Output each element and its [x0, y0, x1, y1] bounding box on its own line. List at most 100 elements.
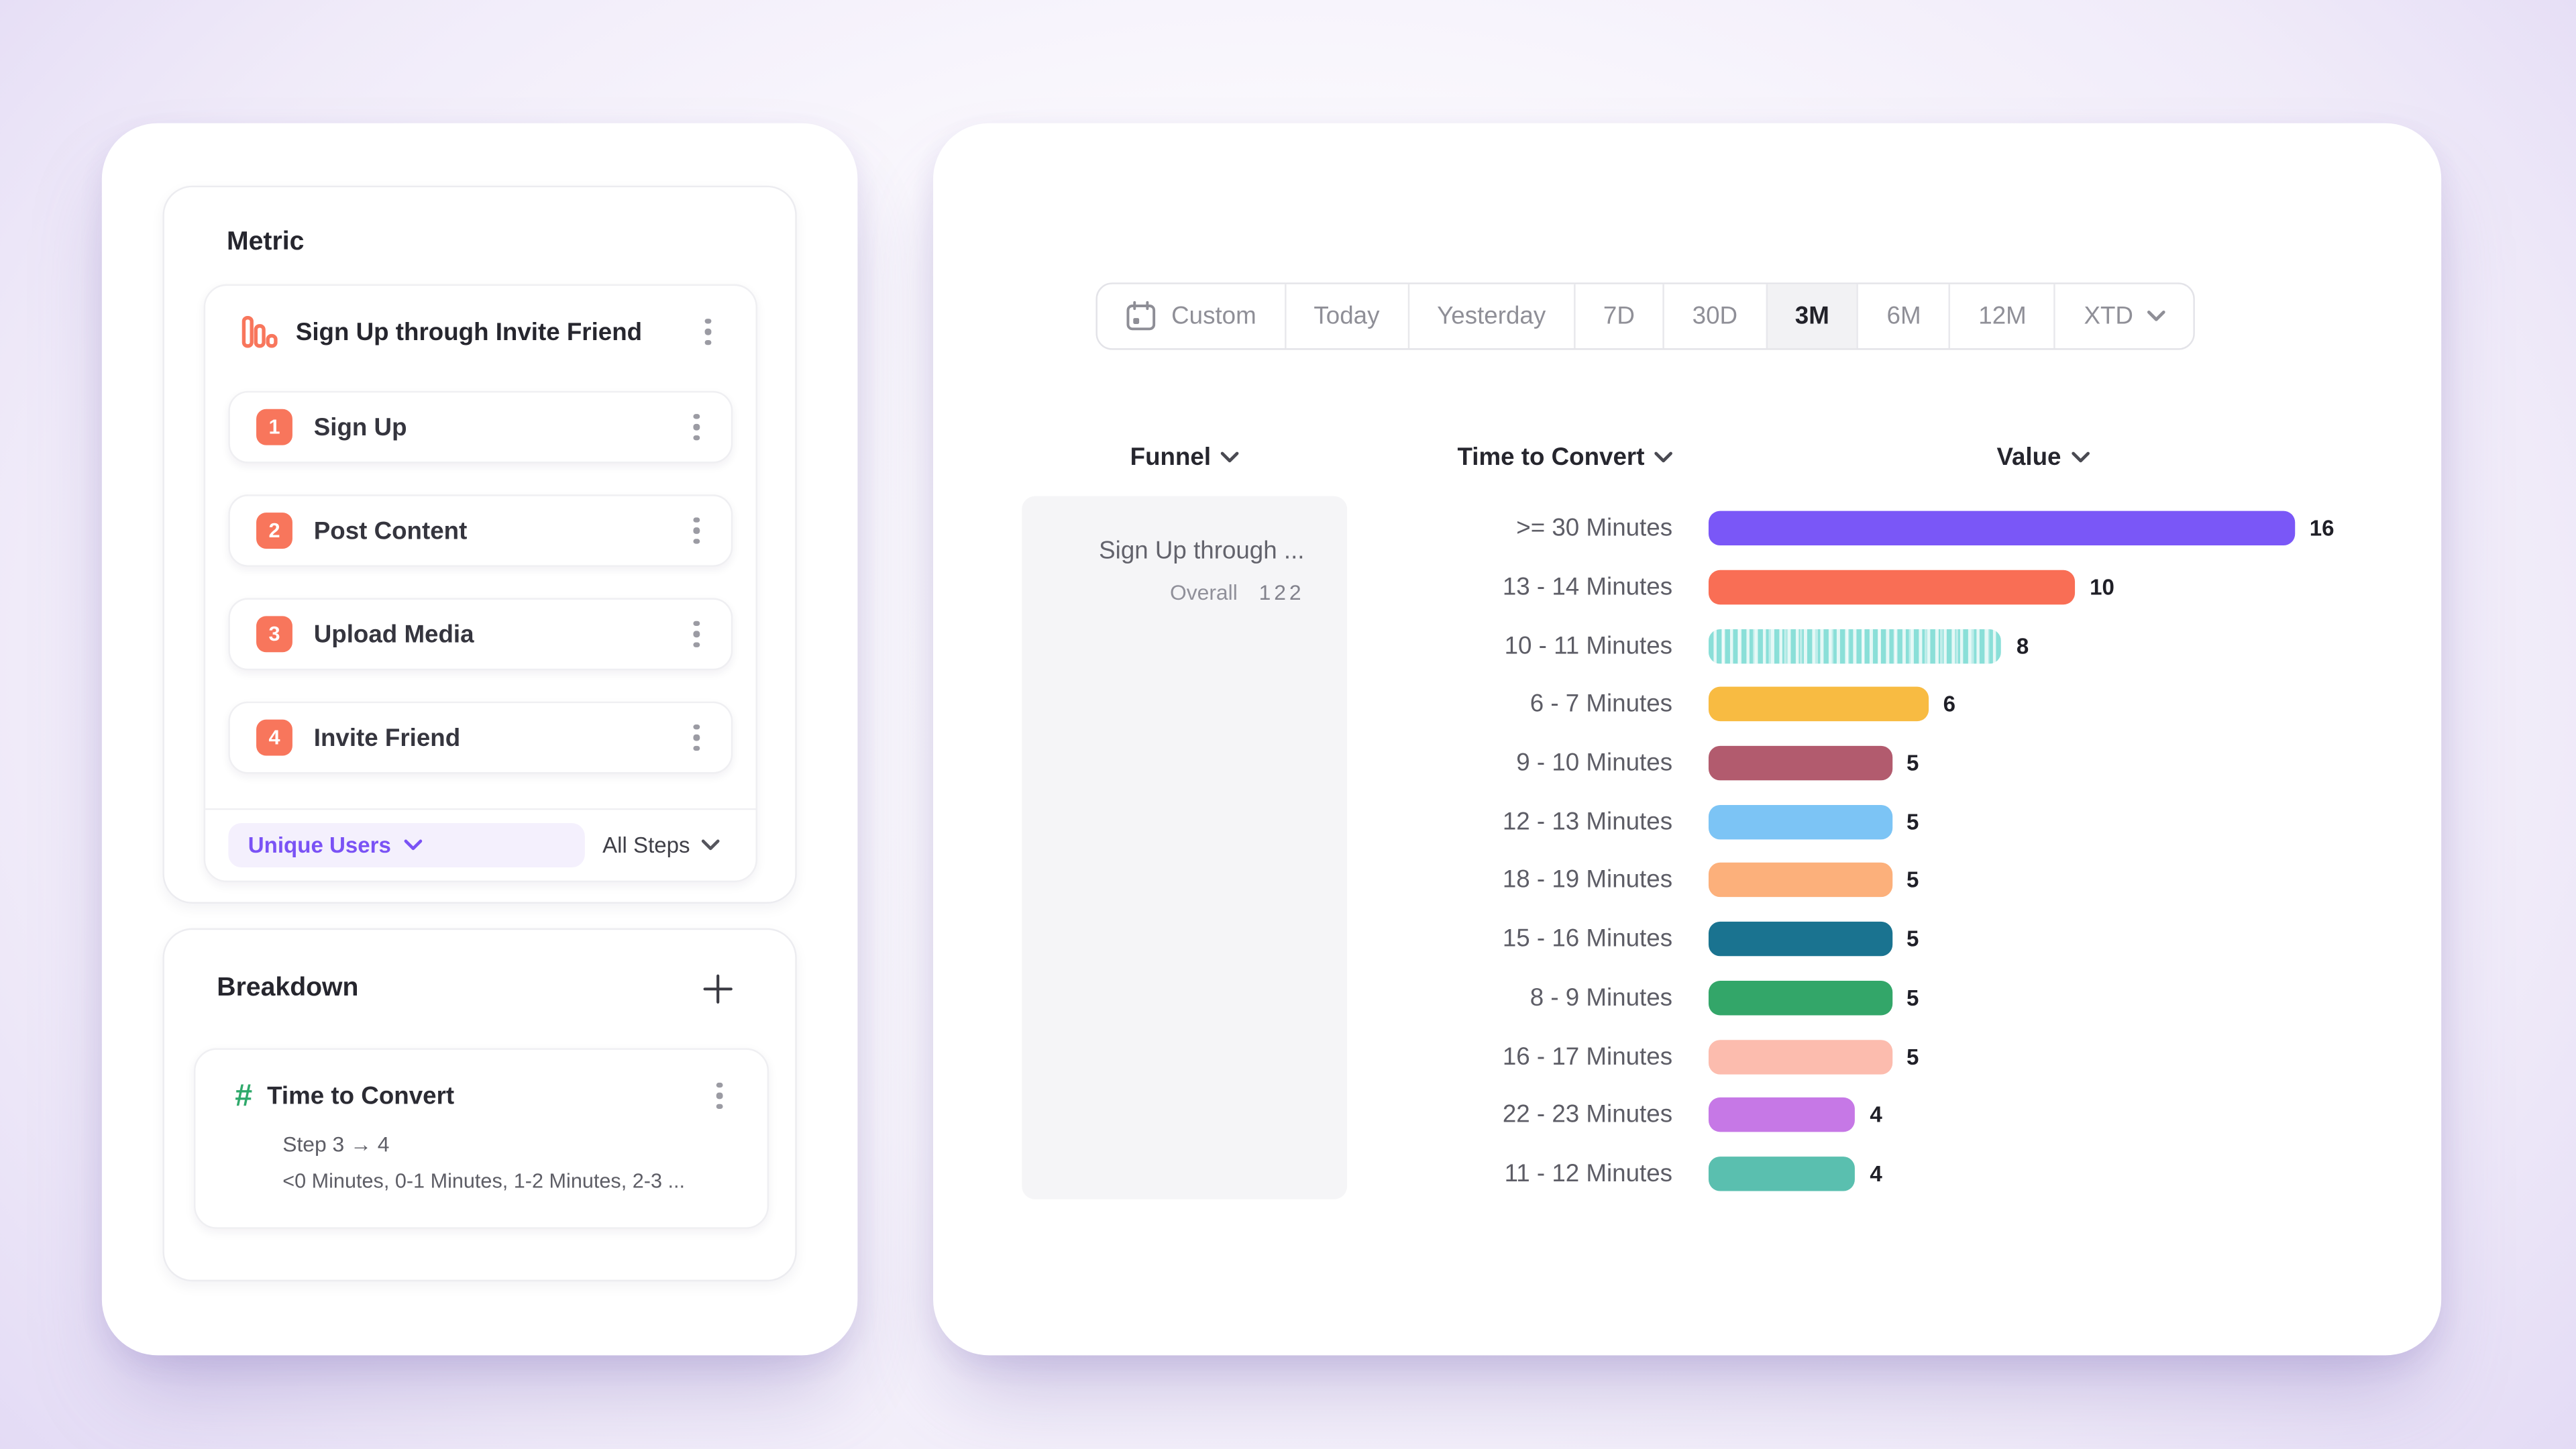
funnel-step-card[interactable]: 1 Sign Up [228, 390, 733, 464]
bar-category-label: 10 - 11 Minutes [1504, 632, 1673, 660]
column-header-value-label: Value [1996, 443, 2061, 472]
bar-value-label: 5 [1907, 868, 1919, 893]
step-number-badge: 3 [256, 616, 292, 653]
date-range-option-12m[interactable]: 12M [1949, 284, 2054, 349]
calendar-icon [1126, 301, 1156, 331]
chevron-down-icon [404, 839, 423, 851]
date-range-control: Custom Today Yesterday 7D 30D 3M 6M 12M XTD [1095, 282, 2196, 350]
breakdown-panel: Breakdown # Time to Convert Step 3 → 4 <… [162, 928, 797, 1282]
bar-category-label: 12 - 13 Minutes [1502, 808, 1673, 836]
step-number-badge: 2 [256, 513, 292, 549]
breakdown-property-card[interactable]: # Time to Convert Step 3 → 4 <0 Minutes,… [193, 1048, 769, 1229]
column-header-funnel-label: Funnel [1130, 443, 1212, 472]
kebab-icon[interactable] [682, 511, 711, 551]
date-range-option-yesterday[interactable]: Yesterday [1407, 284, 1574, 349]
date-range-option-label: Custom [1171, 302, 1256, 331]
chevron-down-icon [2071, 451, 2089, 463]
bar-row: 8 - 9 Minutes 5 [1248, 969, 2415, 1027]
date-range-option-custom[interactable]: Custom [1097, 284, 1284, 349]
kebab-icon[interactable] [682, 407, 711, 447]
kebab-icon[interactable] [705, 1076, 735, 1116]
funnel-definition-footer: Unique Users All Steps [205, 808, 756, 881]
step-label: Post Content [313, 517, 468, 545]
date-range-option-label: Today [1313, 302, 1380, 331]
funnel-step-card[interactable]: 3 Upload Media [228, 598, 733, 671]
funnel-definition-card[interactable]: Sign Up through Invite Friend 1 Sign Up 2 P… [203, 284, 757, 883]
step-number-badge: 1 [256, 409, 292, 445]
bar-segment[interactable] [1708, 1039, 1892, 1074]
funnel-definition-header: Sign Up through Invite Friend [205, 286, 755, 378]
bar-segment[interactable] [1708, 746, 1892, 781]
funnel-steps: 1 Sign Up 2 Post Content 3 Upload Media 4 Invit… [205, 390, 755, 774]
query-builder-card: Metric Sign Up through Invite Friend 1 Si… [101, 123, 858, 1356]
bar-row: 15 - 16 Minutes 5 [1248, 910, 2415, 968]
bar-segment[interactable] [1708, 1156, 1856, 1191]
bar-segment[interactable] [1708, 687, 1929, 722]
bar-segment[interactable] [1708, 629, 2002, 663]
bar-value-label: 5 [1907, 809, 1919, 835]
bar-row: 9 - 10 Minutes 5 [1248, 734, 2415, 792]
date-range-option-7d[interactable]: 7D [1573, 284, 1663, 349]
chevron-down-icon [701, 839, 720, 851]
date-range-option-label: 30D [1692, 302, 1738, 331]
step-filter-label: All Steps [602, 833, 690, 858]
date-range-option-today[interactable]: Today [1284, 284, 1407, 349]
column-header-value[interactable]: Value [1709, 443, 2377, 472]
bar-chart-icon [241, 315, 278, 348]
chevron-down-icon [1220, 451, 1239, 463]
date-range-option-xtd[interactable]: XTD [2054, 284, 2194, 349]
bar-category-label: 8 - 9 Minutes [1529, 983, 1673, 1012]
date-range-option-label: 12M [1978, 302, 2027, 331]
bar-value-label: 8 [2016, 633, 2029, 659]
bar-category-label: 15 - 16 Minutes [1502, 925, 1673, 953]
kebab-icon[interactable] [682, 718, 711, 757]
bar-segment[interactable] [1708, 570, 2076, 605]
bar-segment[interactable] [1708, 804, 1892, 839]
results-card: Custom Today Yesterday 7D 30D 3M 6M 12M XTD Funn… [933, 123, 2442, 1356]
funnel-result-cell: Sign Up through ... Overall 122 [1022, 496, 1348, 1199]
bar-value-label: 10 [2090, 575, 2114, 600]
bar-category-label: 6 - 7 Minutes [1529, 690, 1673, 719]
bar-row: 10 - 11 Minutes 8 [1248, 616, 2415, 675]
column-header-funnel[interactable]: Funnel [1022, 443, 1347, 472]
counting-method-dropdown[interactable]: Unique Users [228, 822, 585, 868]
bar-value-label: 4 [1870, 1161, 1882, 1186]
bar-value-label: 5 [1907, 1044, 1919, 1069]
bar-category-label: 9 - 10 Minutes [1516, 749, 1673, 777]
breakdown-buckets-preview: <0 Minutes, 0-1 Minutes, 1-2 Minutes, 2-… [282, 1169, 685, 1193]
date-range-option-label: 3M [1794, 302, 1829, 331]
column-header-time-to-convert[interactable]: Time to Convert [1278, 443, 1672, 472]
plus-icon[interactable] [700, 971, 736, 1007]
counting-method-label: Unique Users [248, 833, 391, 858]
bar-segment[interactable] [1708, 922, 1892, 957]
bar-category-label: 11 - 12 Minutes [1504, 1159, 1673, 1188]
bar-segment[interactable] [1708, 863, 1892, 898]
date-range-option-3m[interactable]: 3M [1765, 284, 1858, 349]
column-header-time-to-convert-label: Time to Convert [1457, 443, 1645, 472]
bar-category-label: 16 - 17 Minutes [1502, 1042, 1673, 1071]
step-label: Upload Media [313, 620, 474, 649]
step-filter-dropdown[interactable]: All Steps [602, 833, 720, 858]
funnel-step-card[interactable]: 4 Invite Friend [228, 701, 733, 774]
step-label: Sign Up [313, 413, 407, 441]
date-range-option-label: 6M [1886, 302, 1921, 331]
bar-category-label: 13 - 14 Minutes [1502, 573, 1673, 602]
date-range-option-30d[interactable]: 30D [1662, 284, 1766, 349]
breakdown-property-header: # Time to Convert [195, 1050, 767, 1116]
funnel-step-card[interactable]: 2 Post Content [228, 494, 733, 567]
kebab-icon[interactable] [682, 614, 711, 654]
bar-row: 18 - 19 Minutes 5 [1248, 851, 2415, 910]
bar-category-label: 18 - 19 Minutes [1502, 866, 1673, 895]
date-range-option-6m[interactable]: 6M [1857, 284, 1949, 349]
bar-segment[interactable] [1708, 980, 1892, 1016]
bar-segment[interactable] [1708, 511, 2295, 546]
kebab-icon[interactable] [693, 312, 722, 352]
bar-category-label: >= 30 Minutes [1516, 515, 1673, 543]
bar-value-label: 4 [1870, 1102, 1882, 1128]
breakdown-panel-title: Breakdown [217, 974, 359, 1002]
funnel-result-overall: Overall 122 [1042, 580, 1305, 604]
bar-segment[interactable] [1708, 1097, 1856, 1132]
bar-row: >= 30 Minutes 16 [1248, 499, 2415, 557]
bar-chart: >= 30 Minutes 16 13 - 14 Minutes 10 10 - 11 … [1248, 499, 2415, 1203]
bar-value-label: 6 [1943, 692, 1956, 717]
